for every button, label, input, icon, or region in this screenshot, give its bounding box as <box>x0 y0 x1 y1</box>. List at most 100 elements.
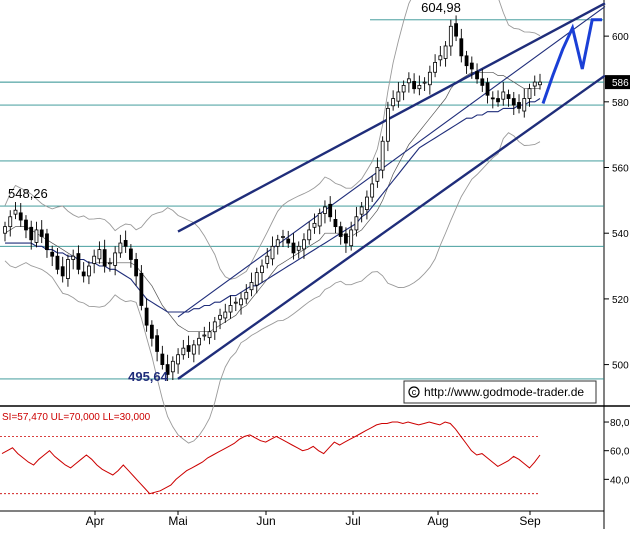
channel-upper-line <box>177 2 606 233</box>
candle-body <box>260 265 264 274</box>
candle-body <box>417 84 422 90</box>
candle-body <box>480 78 485 86</box>
candle-body <box>359 206 364 215</box>
price-tick-label: 560 <box>612 164 629 175</box>
candle-body <box>323 206 327 214</box>
candle-body <box>108 262 112 265</box>
candle-body <box>433 62 437 73</box>
candle-body <box>270 245 275 260</box>
candle-body <box>469 62 474 70</box>
candle-body <box>50 251 55 257</box>
bollinger-lower <box>4 132 541 444</box>
candle-body <box>45 233 49 251</box>
candle-body <box>475 71 479 80</box>
candle-body <box>55 255 60 270</box>
candle-body <box>522 98 527 112</box>
candle-body <box>149 324 154 339</box>
candle-body <box>139 272 144 306</box>
price-annotations: 604,98 495,64 548,26 <box>8 0 461 384</box>
candle-body <box>3 226 7 234</box>
candle-body <box>338 226 343 237</box>
candle-body <box>207 331 212 339</box>
price-tick-label: 500 <box>612 361 629 372</box>
candle-body <box>176 354 180 365</box>
candle-body <box>202 334 207 337</box>
copyright-icon-glyph: c <box>412 387 417 397</box>
candle-body <box>438 55 443 61</box>
candle-body <box>448 25 453 47</box>
channel-lower-line <box>177 74 606 380</box>
price-tick-label: 580 <box>612 98 629 109</box>
candle-body <box>81 271 86 277</box>
candle-body <box>422 81 427 84</box>
candle-body <box>123 240 128 247</box>
candle-body <box>302 239 306 250</box>
candle-body <box>97 249 102 260</box>
candle-body <box>312 222 317 228</box>
candle-body <box>233 301 238 304</box>
candle-body <box>66 259 70 279</box>
candle-body <box>8 216 13 228</box>
x-tick-label: Jul <box>345 514 360 528</box>
candle-body <box>144 307 149 326</box>
candle-body <box>244 291 249 300</box>
bollinger-bands <box>4 0 541 444</box>
forecast-path <box>541 18 602 104</box>
candle-body <box>454 23 458 37</box>
price-tick-label: 540 <box>612 229 629 240</box>
candle-body <box>506 94 511 99</box>
candle-body <box>344 233 348 244</box>
candle-body <box>29 226 34 241</box>
candle-body <box>223 311 228 319</box>
candle-body <box>118 242 123 254</box>
candle-body <box>281 236 285 238</box>
candle-body <box>485 82 490 96</box>
candle-body <box>459 38 464 57</box>
candle-body <box>34 229 39 243</box>
candle-body <box>165 364 170 375</box>
candle-body <box>527 88 532 99</box>
candle-body <box>496 98 500 103</box>
candle-body <box>511 98 516 106</box>
candle-body <box>87 265 91 277</box>
candle-body <box>181 347 186 356</box>
candle-body <box>212 321 217 333</box>
candle-body <box>160 353 165 365</box>
candle-body <box>443 45 448 59</box>
candle-body <box>333 219 338 228</box>
x-tick-label: Jun <box>256 514 275 528</box>
candle-body <box>249 282 254 291</box>
candle-body <box>317 213 322 227</box>
candle-body <box>76 253 81 270</box>
watermark-text: http://www.godmode-trader.de <box>424 385 584 399</box>
x-tick-label: Apr <box>86 514 105 528</box>
candle-body <box>128 248 133 260</box>
candle-body <box>380 140 385 171</box>
price-axis: 500 520 540 560 580 600 586 <box>604 32 630 372</box>
left-high-label: 548,26 <box>8 186 48 201</box>
candle-body <box>113 252 118 266</box>
candle-body <box>170 360 175 373</box>
oscillator-panel: SI=57,470 UL=70,000 LL=30,000 80,0 60,0 40… <box>0 412 630 495</box>
bollinger-middle <box>4 71 540 333</box>
candle-body <box>532 81 537 87</box>
oscillator-tick-label: 80,0 <box>610 418 630 429</box>
candle-body <box>239 298 243 306</box>
candle-body <box>291 242 296 254</box>
moving-average-path <box>5 98 541 313</box>
candle-body <box>365 196 369 210</box>
bollinger-upper <box>4 0 541 280</box>
x-tick-label: Aug <box>427 514 448 528</box>
candle-body <box>464 55 469 67</box>
candle-body <box>412 81 417 90</box>
candle-body <box>406 78 411 84</box>
candle-body <box>517 102 521 109</box>
x-tick-label: Mai <box>168 514 187 528</box>
candle-body <box>60 266 65 277</box>
candle-body <box>186 345 191 352</box>
candle-body <box>538 81 542 86</box>
candle-body <box>490 97 495 100</box>
candle-body <box>155 335 160 352</box>
